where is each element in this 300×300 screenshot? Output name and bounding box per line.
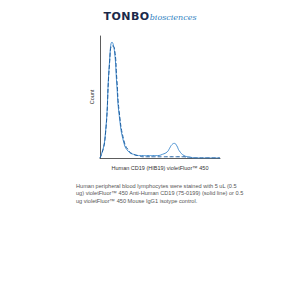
svg-text:Count: Count <box>89 89 95 104</box>
html-text:TONBObiosciences: TONBObiosciences <box>103 10 197 23</box>
svg-text:Human CD19 (HIB19) violetFluor: Human CD19 (HIB19) violetFluor™ 450 <box>112 165 209 171</box>
html-text:Human peripheral blood lymphoc: Human peripheral blood lymphocytes were … <box>76 183 244 204</box>
